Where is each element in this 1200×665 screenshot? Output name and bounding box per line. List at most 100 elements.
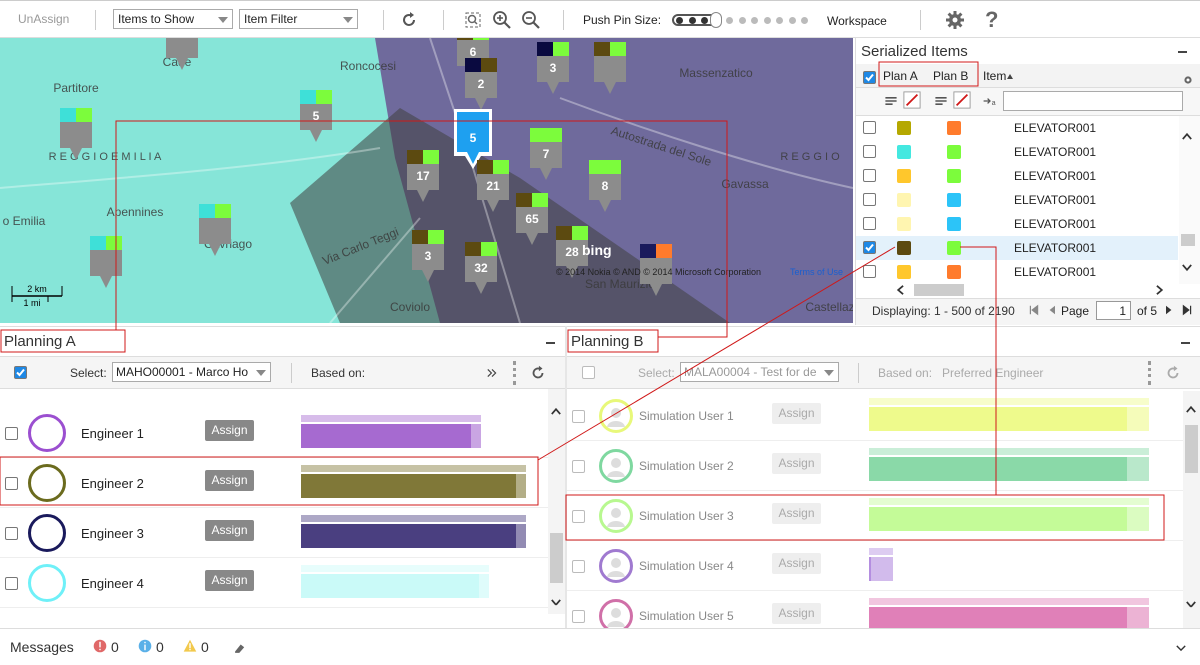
- checkbox[interactable]: [572, 610, 585, 623]
- avatar-icon: [602, 402, 630, 430]
- pin-plan-b: [481, 58, 497, 72]
- dropdown[interactable]: Item Filter: [239, 9, 358, 29]
- scroll-down[interactable]: [1184, 597, 1198, 611]
- warning-icon: [183, 639, 197, 653]
- collapse-button[interactable]: [546, 342, 555, 344]
- text-filter-input[interactable]: [1003, 91, 1183, 111]
- zoom-extent-button[interactable]: [463, 10, 483, 30]
- scroll-up[interactable]: [1180, 130, 1194, 144]
- resource-name: Simulation User 3: [639, 509, 734, 523]
- assign-button[interactable]: Assign: [772, 603, 821, 624]
- map[interactable]: CadeRoncocesiPartitoreMassenzaticoAutost…: [0, 38, 853, 323]
- pin-plan-a: [199, 204, 215, 218]
- item-cell: ELEVATOR001: [1014, 169, 1096, 183]
- refresh-button[interactable]: [1164, 364, 1182, 382]
- zoom-in-button[interactable]: [492, 10, 512, 30]
- plan-b-color: [947, 169, 961, 183]
- last-page[interactable]: [1181, 304, 1193, 316]
- column-header[interactable]: Plan B: [933, 69, 968, 83]
- help-button[interactable]: ?: [985, 7, 998, 33]
- pin-plan-a: [465, 58, 481, 72]
- checkbox[interactable]: [863, 145, 876, 158]
- checkbox[interactable]: [5, 477, 18, 490]
- checkbox[interactable]: [5, 427, 18, 440]
- checkbox[interactable]: [863, 241, 876, 254]
- scroll-left[interactable]: [894, 283, 908, 297]
- bing-logo: bing: [582, 242, 612, 258]
- plan-a-color: [897, 265, 911, 279]
- scroll-up[interactable]: [549, 405, 563, 419]
- checkbox[interactable]: [582, 366, 595, 379]
- plan-b-color: [947, 121, 961, 135]
- collapse-button[interactable]: [1181, 342, 1190, 344]
- assign-button[interactable]: Assign: [205, 570, 254, 591]
- collapse-button[interactable]: [1178, 51, 1187, 53]
- info-count[interactable]: 0: [156, 639, 164, 655]
- clear-color-filter[interactable]: [953, 91, 971, 109]
- settings-button[interactable]: [945, 10, 965, 30]
- checkbox[interactable]: [5, 577, 18, 590]
- engineer-select[interactable]: MALA00004 - Test for de: [680, 362, 839, 382]
- scroll-up[interactable]: [1184, 403, 1198, 417]
- filter-menu[interactable]: [883, 93, 899, 109]
- prev-page[interactable]: [1046, 304, 1058, 316]
- text-filter-menu[interactable]: a: [982, 93, 998, 109]
- expand-messages[interactable]: [1174, 641, 1188, 655]
- next-page[interactable]: [1163, 304, 1175, 316]
- checkbox[interactable]: [863, 121, 876, 134]
- messages-label: Messages: [10, 639, 74, 655]
- checkbox[interactable]: [572, 410, 585, 423]
- panel-title: Planning A: [4, 333, 76, 350]
- clear-color-filter[interactable]: [903, 91, 921, 109]
- checkbox[interactable]: [14, 366, 27, 379]
- map-terms: Terms of Use: [790, 267, 843, 277]
- refresh-button[interactable]: [399, 10, 419, 30]
- assign-button[interactable]: Assign: [772, 553, 821, 574]
- checkbox[interactable]: [863, 265, 876, 278]
- refresh-button[interactable]: [529, 364, 547, 382]
- assign-button[interactable]: Assign: [205, 420, 254, 441]
- pin-plan-b: [553, 42, 569, 56]
- assign-button[interactable]: Assign: [772, 503, 821, 524]
- scroll-right[interactable]: [1152, 283, 1166, 297]
- checkbox[interactable]: [572, 510, 585, 523]
- prev-page-glyph: [1046, 304, 1058, 316]
- schedule-bar-cap: [869, 598, 1149, 605]
- zoom-out-button[interactable]: [521, 10, 541, 30]
- slider-dot: [751, 17, 758, 24]
- schedule-bar: [301, 424, 481, 448]
- clear-color-filter-glyph: [953, 91, 971, 109]
- assign-button[interactable]: Assign: [772, 453, 821, 474]
- planning-panel: Planning BSelect:MALA00004 - Test for de…: [567, 326, 1200, 628]
- checkbox[interactable]: [572, 460, 585, 473]
- unassign-button[interactable]: UnAssign: [18, 12, 69, 26]
- refresh-button-glyph: [529, 364, 547, 382]
- column-header[interactable]: Item: [983, 69, 1006, 83]
- warning-count[interactable]: 0: [201, 639, 209, 655]
- checkbox[interactable]: [863, 169, 876, 182]
- pin-size-slider[interactable]: [672, 12, 808, 28]
- error-count[interactable]: 0: [111, 639, 119, 655]
- scale-km: 2 km: [27, 284, 47, 294]
- assign-button[interactable]: Assign: [205, 470, 254, 491]
- checkbox[interactable]: [863, 217, 876, 230]
- workspace-menu[interactable]: Workspace: [827, 14, 887, 28]
- scroll-down[interactable]: [1180, 260, 1194, 274]
- filter-menu[interactable]: [933, 93, 949, 109]
- assign-button[interactable]: Assign: [772, 403, 821, 424]
- expand-button[interactable]: [486, 367, 498, 379]
- assign-button[interactable]: Assign: [205, 520, 254, 541]
- page-input[interactable]: 1: [1096, 301, 1131, 320]
- grid-settings[interactable]: [1182, 74, 1194, 86]
- clear-messages[interactable]: [233, 641, 247, 655]
- engineer-select[interactable]: MAHO00001 - Marco Ho: [112, 362, 271, 382]
- column-header[interactable]: Plan A: [883, 69, 918, 83]
- first-page[interactable]: [1028, 304, 1040, 316]
- checkbox[interactable]: [5, 527, 18, 540]
- scroll-down[interactable]: [549, 595, 563, 609]
- map-place-label: R E G G I O: [780, 151, 840, 163]
- checkbox[interactable]: [863, 71, 876, 84]
- checkbox[interactable]: [572, 560, 585, 573]
- checkbox[interactable]: [863, 193, 876, 206]
- dropdown[interactable]: Items to Show: [113, 9, 233, 29]
